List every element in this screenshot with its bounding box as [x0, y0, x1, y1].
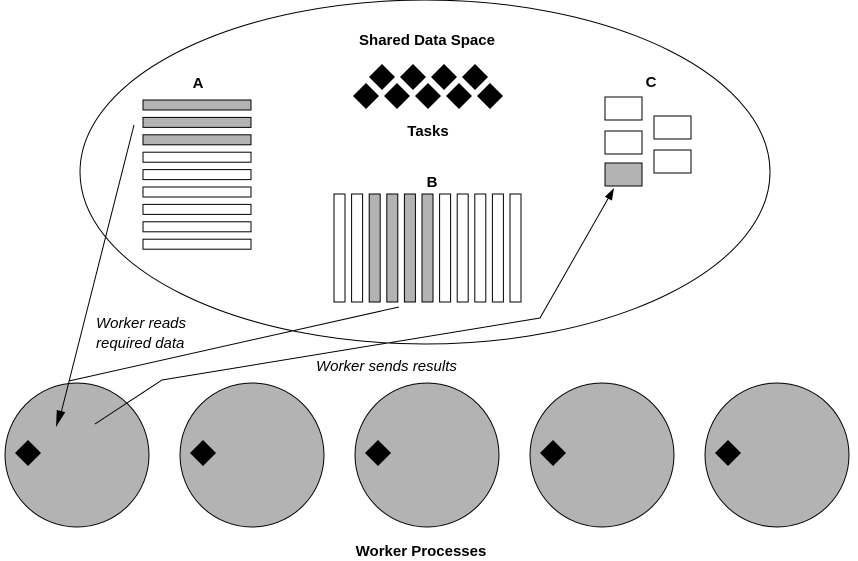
send-arrow-line	[94, 196, 610, 425]
worker-task-diamond	[540, 440, 566, 466]
worker-process-circle	[529, 382, 675, 528]
region-b-column	[368, 193, 381, 303]
worker-processes	[4, 382, 850, 528]
region-b-column	[386, 193, 399, 303]
reads-label-line1: Worker reads	[96, 315, 187, 332]
task-diamond	[446, 83, 472, 109]
region-a-row	[142, 99, 252, 111]
region-a-row	[142, 169, 252, 181]
worker-task-diamond	[190, 440, 216, 466]
worker-task-diamond	[365, 440, 391, 466]
region-a-row	[142, 186, 252, 198]
task-diamond	[384, 83, 410, 109]
sends-label: Worker sends results	[316, 358, 457, 375]
shared-data-space-ellipse	[79, 0, 771, 345]
region-b-column	[351, 193, 364, 303]
worker-process-circle	[354, 382, 500, 528]
task-diamond	[462, 64, 488, 90]
region-c-box	[653, 115, 692, 140]
region-b-column	[509, 193, 522, 303]
task-diamond	[369, 64, 395, 90]
send-arrow-head	[604, 188, 614, 201]
region-b-label: B	[427, 174, 438, 191]
region-b-column	[456, 193, 469, 303]
region-c-label: C	[646, 74, 657, 91]
task-diamond	[477, 83, 503, 109]
reads-label-line2: required data	[96, 335, 184, 352]
task-diamond	[415, 83, 441, 109]
region-c-boxes	[604, 96, 692, 187]
region-a-rows	[142, 99, 252, 250]
worker-process-circle	[4, 382, 150, 528]
worker-task-diamond	[15, 440, 41, 466]
region-b-column	[439, 193, 452, 303]
region-b-column	[403, 193, 416, 303]
task-diamond	[431, 64, 457, 90]
region-c-box	[653, 149, 692, 174]
read-arrow-line	[59, 124, 135, 418]
region-a-row	[142, 238, 252, 250]
worker-processes-label: Worker Processes	[356, 543, 487, 560]
region-b-column	[491, 193, 504, 303]
region-b-column	[421, 193, 434, 303]
region-a-row	[142, 221, 252, 233]
task-diamonds	[353, 64, 503, 109]
task-diamond	[353, 83, 379, 109]
region-a-row	[142, 203, 252, 215]
shared-data-space-title: Shared Data Space	[359, 32, 495, 49]
region-c-box	[604, 130, 643, 155]
region-c-box	[604, 96, 643, 121]
worker-process-circle	[179, 382, 325, 528]
region-c-box	[604, 162, 643, 187]
worker-process-circle	[704, 382, 850, 528]
tasks-label: Tasks	[407, 123, 448, 140]
region-b-columns	[333, 193, 522, 303]
region-b-column	[474, 193, 487, 303]
region-b-column	[333, 193, 346, 303]
region-a-row	[142, 116, 252, 128]
region-a-row	[142, 134, 252, 146]
worker-task-diamond	[715, 440, 741, 466]
region-a-label: A	[193, 75, 204, 92]
read-line-from-b	[68, 306, 400, 382]
read-arrow-head	[56, 410, 66, 427]
region-a-row	[142, 151, 252, 163]
task-diamond	[400, 64, 426, 90]
